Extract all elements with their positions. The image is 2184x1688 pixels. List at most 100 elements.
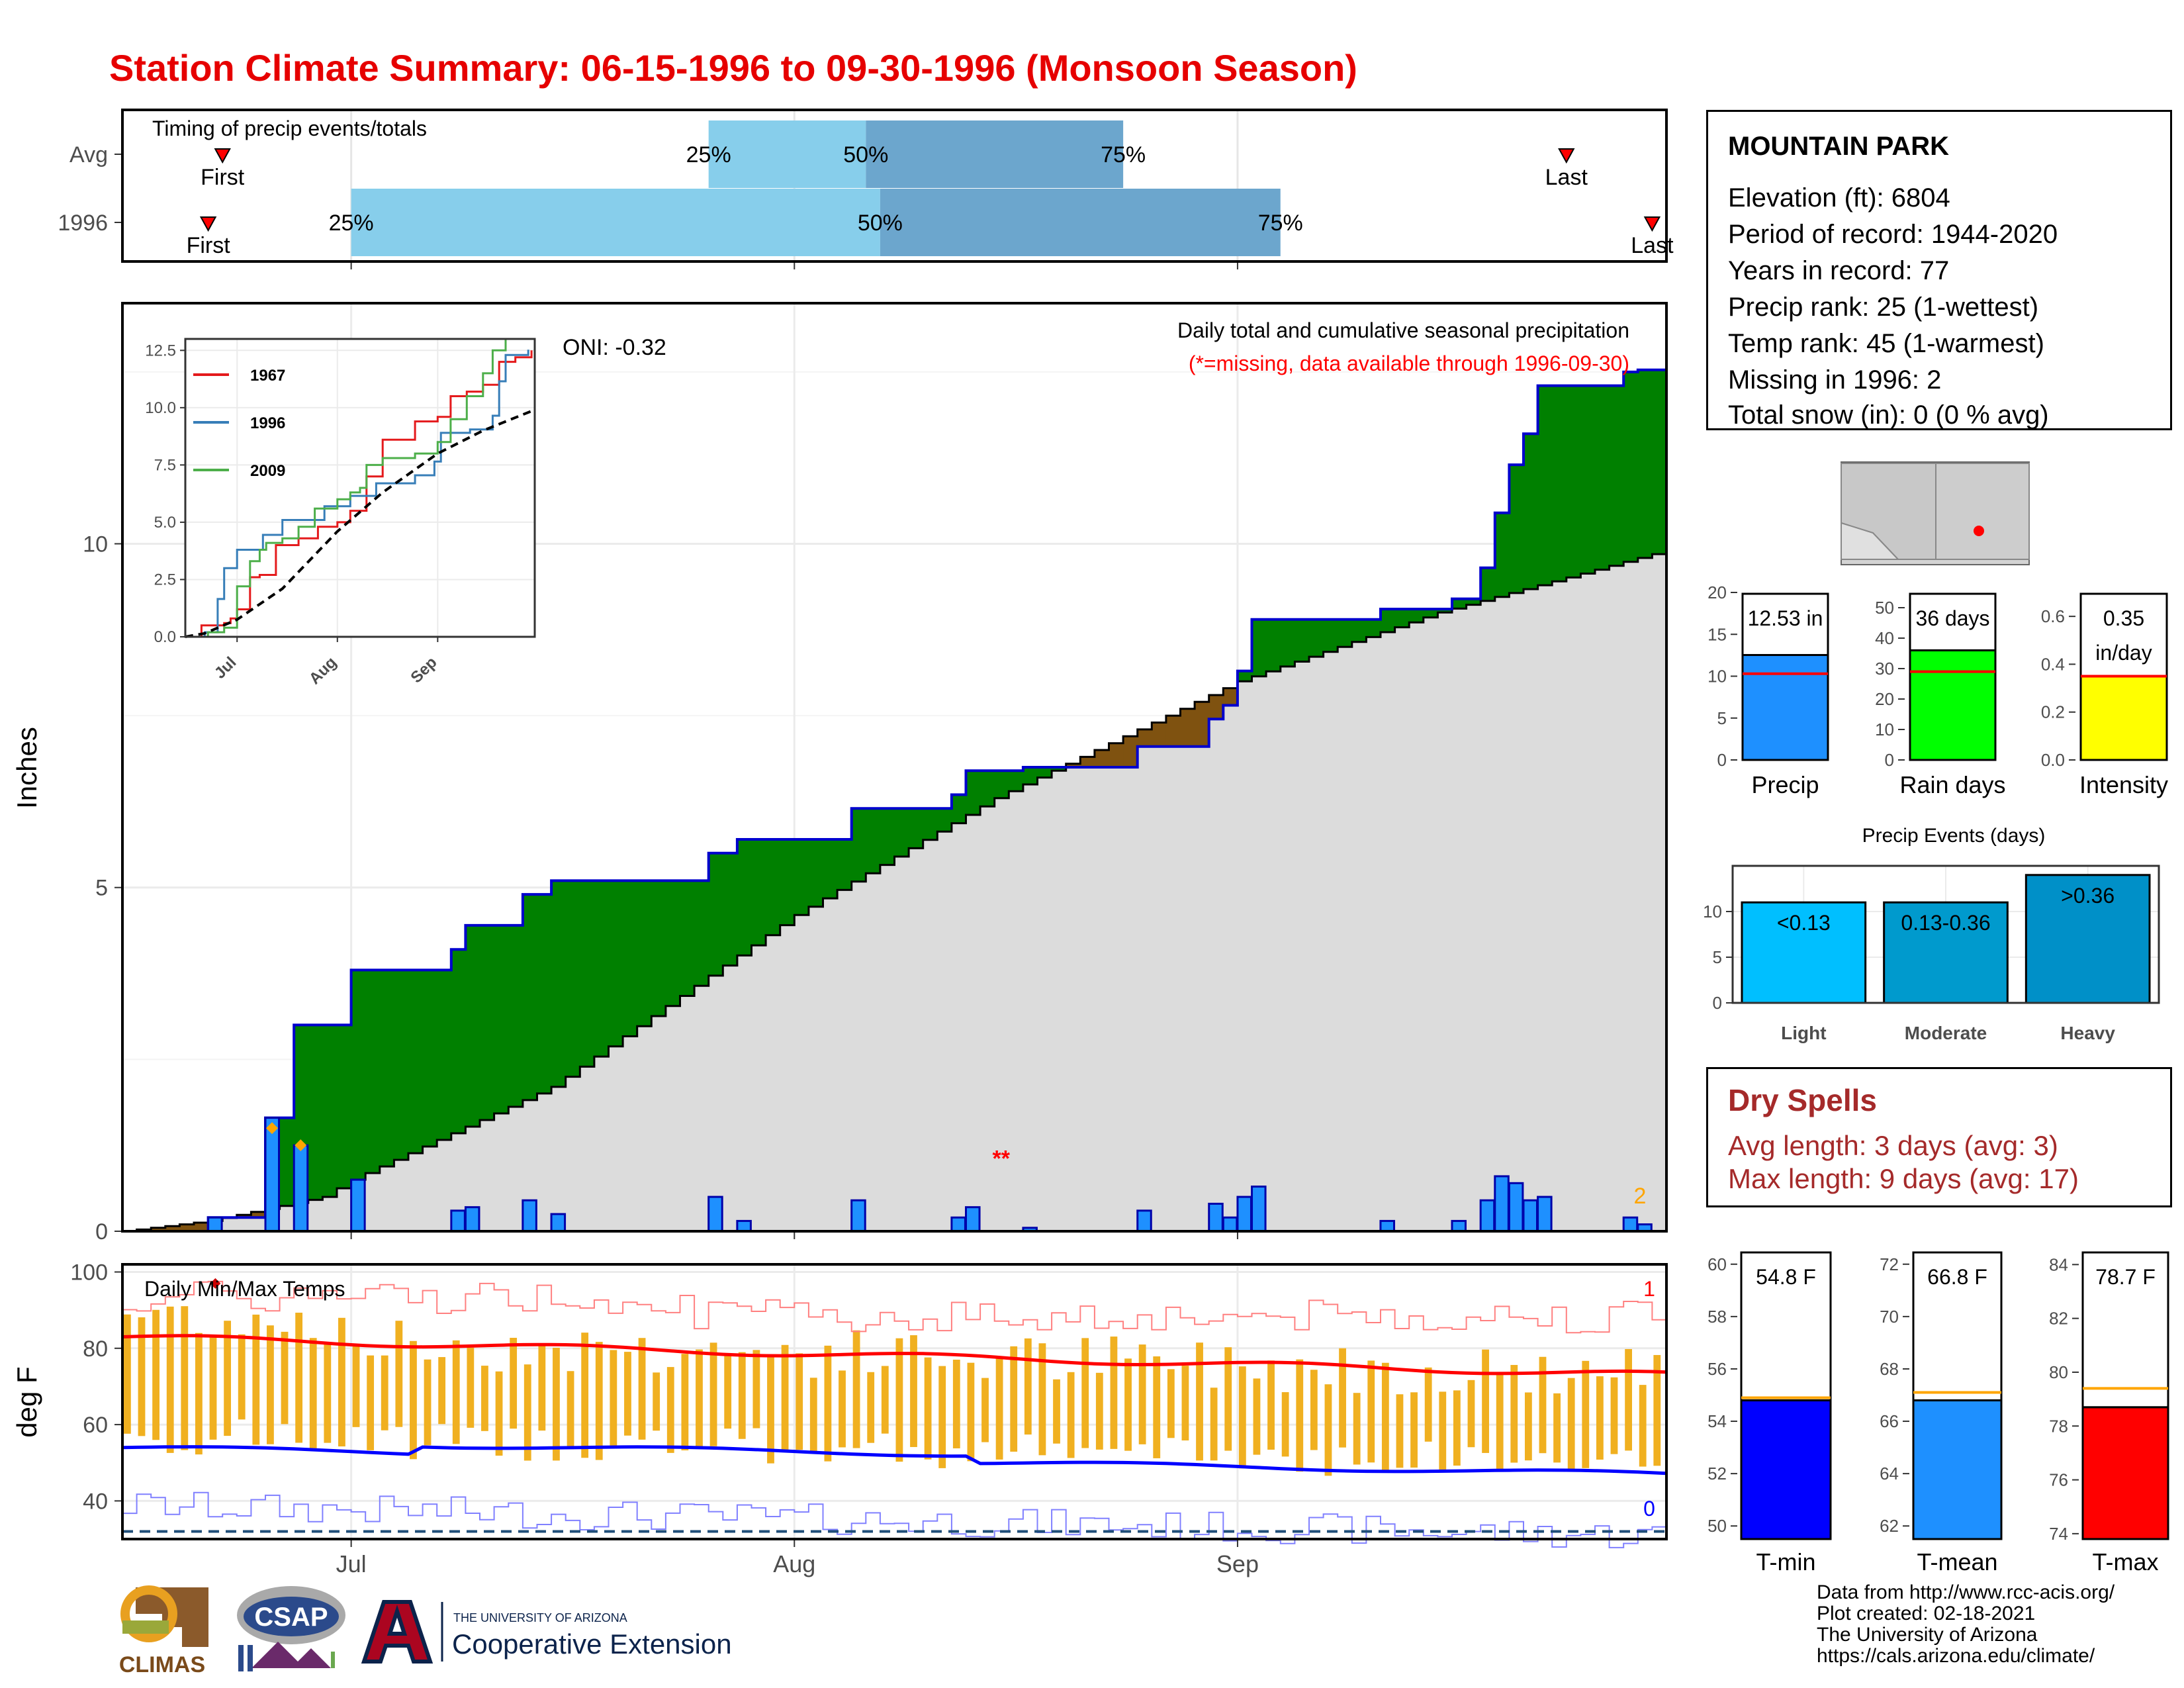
inset-legend-label: 2009 — [250, 462, 285, 480]
daily-temp-bar — [1482, 1349, 1489, 1453]
daily-precip-bar — [1451, 1219, 1467, 1233]
daily-temp-bar — [1095, 1372, 1103, 1450]
surplus-area — [637, 880, 652, 1027]
surplus-area — [980, 771, 995, 807]
daily-precip-bar — [736, 1219, 752, 1233]
daily-temp-bar — [781, 1344, 789, 1452]
ua-block-a-icon: THE UNIVERSITY OF ARIZONA Cooperative Ex… — [361, 1600, 732, 1664]
daily-temp-bar — [724, 1354, 732, 1429]
inset-plot-border — [184, 338, 536, 638]
map-mexico — [1841, 522, 1900, 560]
surplus-area — [623, 880, 638, 1037]
precip-events-panel: Precip Events (days) <0.13 Light 0.13-0.36 M… — [1703, 825, 2160, 1043]
ua-big-text: Cooperative Extension — [452, 1628, 732, 1660]
dry-spells-title: Dry Spells — [1728, 1083, 1877, 1117]
surplus-area — [437, 970, 452, 1141]
daily-temp-bar — [1467, 1380, 1475, 1448]
daily-precip-bar — [1236, 1196, 1252, 1233]
y-tick-label: 40 — [83, 1489, 108, 1514]
map-state-newmexico — [1935, 463, 2030, 560]
surplus-area — [394, 970, 409, 1160]
daily-temp-bar — [267, 1325, 274, 1444]
events-title: Precip Events (days) — [1862, 825, 2046, 847]
daily-temp-bar — [1353, 1393, 1361, 1465]
summary-y-tick-label: 0.2 — [2041, 702, 2065, 722]
daily-precip-bar — [550, 1213, 567, 1233]
surplus-area — [937, 808, 952, 832]
daily-temp-bar — [1253, 1378, 1261, 1455]
daily-temp-bar — [852, 1330, 860, 1448]
daily-temp-bar — [1053, 1379, 1060, 1444]
daily-temp-bar — [1267, 1360, 1275, 1450]
y-tick-label: 80 — [83, 1336, 108, 1362]
credits: Data from http://www.rcc-acis.org/ Plot … — [1817, 1582, 2115, 1667]
surplus-area — [594, 880, 609, 1057]
summary-headroom-box — [1741, 592, 1829, 656]
precip-plot-border — [121, 302, 1668, 1233]
surplus-area — [1423, 609, 1438, 618]
surplus-area — [780, 839, 795, 925]
surplus-area — [1652, 369, 1667, 555]
deficit-area — [1094, 750, 1110, 767]
temperature-panel: Daily Min/Max Temps 1 0 40 60 80 100 Jul Aug Sep d… — [11, 1260, 1668, 1577]
daily-temp-bar — [1196, 1342, 1203, 1461]
credit-created: Plot created: 02-18-2021 — [1817, 1603, 2036, 1624]
events-bar — [1741, 901, 1867, 1004]
summary-value-bar — [1741, 653, 1829, 761]
daily-temp-bar — [1339, 1348, 1346, 1448]
daily-temp-bar — [352, 1345, 360, 1427]
tempbar-y-tick-label: 56 — [1707, 1359, 1727, 1379]
events-y-tick-label: 5 — [1713, 947, 1722, 967]
surplus-area — [766, 839, 781, 935]
inset-y-tick-label: 0.0 — [154, 628, 176, 646]
daily-temp-bar — [295, 1313, 303, 1443]
summary-axis-label: Intensity — [2079, 771, 2168, 798]
daily-precip-bar — [207, 1216, 223, 1233]
surplus-area — [1037, 767, 1052, 778]
average-min-temp-line — [122, 1445, 1667, 1476]
inset-legend-label: 1996 — [250, 414, 285, 432]
daily-precip-bar — [350, 1178, 366, 1233]
daily-temp-bar — [510, 1337, 518, 1429]
surplus-area — [680, 880, 695, 996]
deficit-area — [151, 1227, 166, 1231]
daily-precip-bar — [1136, 1209, 1152, 1233]
daily-temp-bar — [1639, 1385, 1647, 1467]
inset-series-line-2009 — [185, 338, 532, 638]
temp-y-axis-label: deg F — [11, 1366, 42, 1437]
surplus-area — [1437, 609, 1453, 613]
deficit-area — [1152, 722, 1167, 747]
tempbar-headroom-box — [1912, 1251, 2003, 1401]
surplus-area — [1566, 385, 1581, 578]
summary-value-bar — [2079, 675, 2168, 761]
daily-precip-bar — [1622, 1216, 1639, 1233]
timing-row-label: Avg — [69, 142, 108, 167]
daily-temp-bar — [952, 1360, 960, 1448]
daily-temp-bar — [1567, 1378, 1575, 1470]
summary-value-label: 0.35 — [2103, 606, 2144, 630]
surplus-area — [522, 894, 537, 1100]
daily-temp-bar — [124, 1314, 131, 1434]
daily-temp-bar — [1110, 1336, 1118, 1449]
daily-temp-bar — [796, 1353, 803, 1450]
quartile-label: 25% — [329, 211, 374, 236]
oni-label: ONI: -0.32 — [563, 335, 666, 360]
event-marker-label: Last — [1545, 165, 1588, 190]
daily-temp-bar — [410, 1340, 417, 1460]
summary-headroom-box — [1909, 592, 1997, 651]
quartile-50-75-bar — [880, 189, 1281, 256]
y-tick-label: 0 — [95, 1219, 108, 1244]
daily-temp-bar — [1153, 1356, 1161, 1458]
daily-temp-bar — [252, 1314, 260, 1445]
daily-temp-bar — [1653, 1354, 1661, 1466]
missing-data-marker: ** — [992, 1146, 1010, 1171]
credit-data-source: Data from http://www.rcc-acis.org/ — [1817, 1581, 2115, 1603]
daily-temp-bar — [938, 1366, 946, 1468]
daily-temp-bar — [1381, 1362, 1389, 1472]
quartile-label: 50% — [843, 142, 888, 167]
daily-precip-bar — [1537, 1196, 1553, 1233]
tempbar-y-tick-label: 72 — [1880, 1254, 1899, 1274]
summary-y-tick-label: 20 — [1707, 583, 1727, 602]
